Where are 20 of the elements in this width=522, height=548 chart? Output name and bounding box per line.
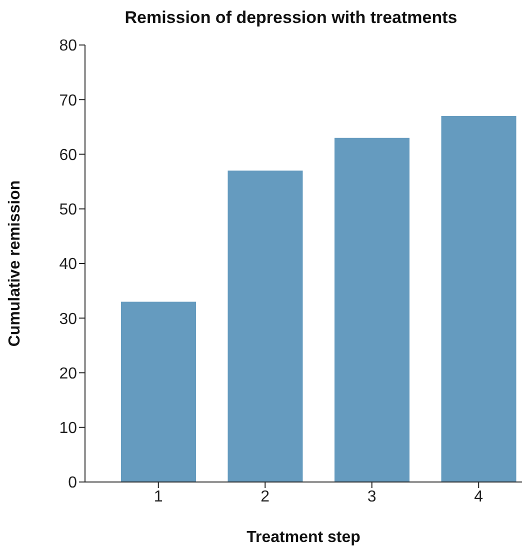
y-tick-label: 10 <box>59 420 78 438</box>
y-tick-label: 30 <box>59 310 78 328</box>
x-tick-label: 2 <box>260 488 270 506</box>
chart-title: Remission of depression with treatments <box>124 8 458 28</box>
y-tick-label: 20 <box>59 365 78 382</box>
x-tick-label: 3 <box>367 488 376 506</box>
x-tick-label: 4 <box>474 488 484 506</box>
y-tick-label: 0 <box>68 474 78 492</box>
bar <box>334 138 410 482</box>
y-tick-label: 80 <box>59 38 78 55</box>
bar <box>121 302 196 482</box>
y-axis-title: Cumulative remission <box>6 180 24 347</box>
bar <box>441 116 516 482</box>
y-tick-label: 70 <box>59 92 78 110</box>
y-tick-label: 40 <box>59 256 78 274</box>
y-tick-label: 50 <box>59 202 78 219</box>
x-tick-label: 1 <box>154 488 163 506</box>
y-tick-label: 60 <box>59 146 78 164</box>
x-axis-title: Treatment step <box>246 529 361 546</box>
bar <box>228 170 303 482</box>
